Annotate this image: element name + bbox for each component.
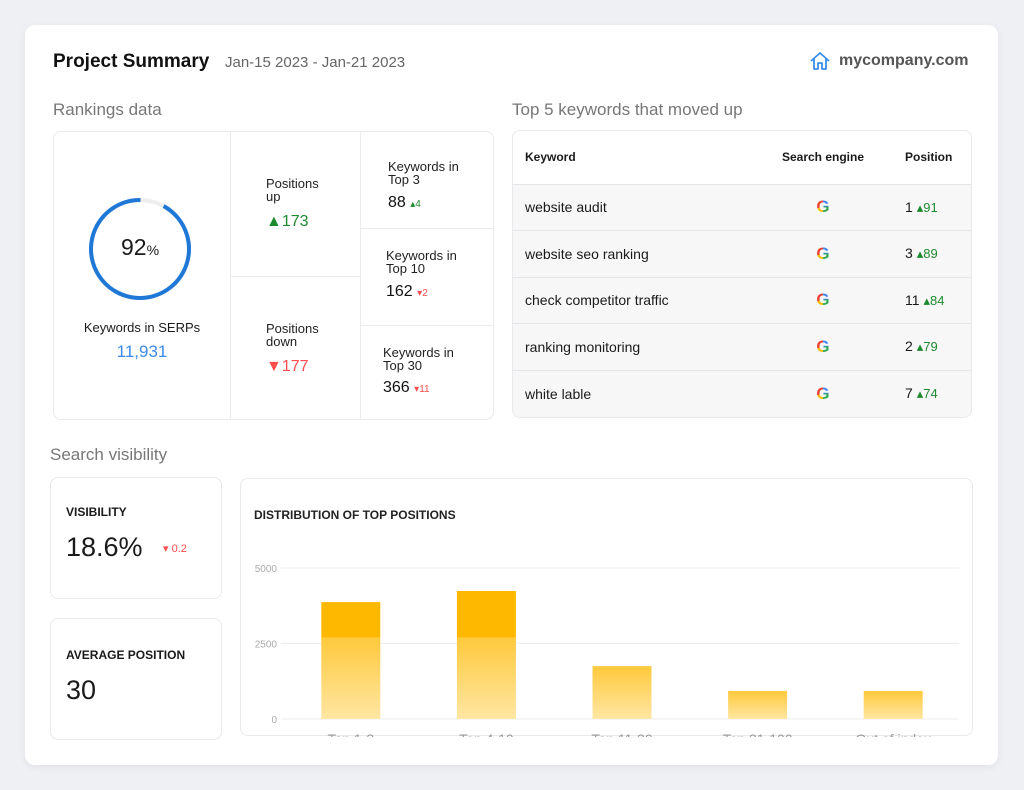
visibility-value: 18.6% bbox=[66, 532, 143, 562]
top3-label: Keywords in Top 3 bbox=[388, 159, 459, 187]
position-cell: 1 ▴91 bbox=[893, 184, 971, 231]
date-range: Jan-15 2023 - Jan-21 2023 bbox=[225, 54, 406, 71]
keyword-cell: ranking monitoring bbox=[513, 323, 753, 371]
chart-title: DISTRIBUTION OF TOP POSITIONS bbox=[254, 508, 456, 522]
google-icon: G bbox=[816, 383, 830, 403]
bar-highlight bbox=[456, 590, 516, 638]
engine-cell: G bbox=[753, 323, 893, 371]
site-link[interactable]: mycompany.com bbox=[809, 51, 969, 71]
y-tick-label: 5000 bbox=[255, 564, 278, 575]
table-row[interactable]: check competitor traffic G 11 ▴84 bbox=[513, 277, 971, 324]
x-tick-label: Top 31-100 bbox=[723, 731, 793, 737]
bar-chart: 0 2500 5000 Top 1-3 Top 4-10 Top 11-30 Top 31-… bbox=[255, 564, 959, 737]
x-tick-label: Top 1-3 bbox=[327, 731, 374, 737]
bar-base bbox=[728, 690, 788, 719]
positions-down-label: Positions down bbox=[266, 321, 319, 349]
x-tick-label: Top 4-10 bbox=[459, 731, 514, 737]
project-summary-card: Project Summary Jan-15 2023 - Jan-21 202… bbox=[25, 25, 998, 765]
visibility-label: VISIBILITY bbox=[66, 505, 127, 519]
bar-base bbox=[863, 690, 923, 719]
position-cell: 2 ▴79 bbox=[893, 323, 971, 371]
google-icon: G bbox=[816, 336, 830, 356]
top30-label: Keywords in Top 30 bbox=[383, 345, 454, 373]
average-position-label: AVERAGE POSITION bbox=[66, 648, 186, 662]
x-tick-label: Top 11-30 bbox=[591, 731, 652, 737]
table-row[interactable]: white lable G 7 ▴74 bbox=[513, 370, 971, 417]
col-position: Position bbox=[893, 131, 971, 185]
serps-value: 11,931 bbox=[116, 342, 168, 361]
percent-sign: % bbox=[146, 242, 160, 258]
average-position-value: 30 bbox=[66, 675, 97, 705]
table-row[interactable]: website audit G 1 ▴91 bbox=[513, 184, 971, 231]
position-cell: 7 ▴74 bbox=[893, 370, 971, 417]
positions-up-label: Positions up bbox=[266, 176, 319, 204]
google-icon: G bbox=[816, 243, 830, 263]
y-tick-label: 0 bbox=[271, 715, 277, 726]
y-tick-label: 2500 bbox=[255, 640, 278, 651]
google-icon: G bbox=[816, 290, 830, 310]
serps-label: Keywords in SERPs bbox=[83, 320, 201, 335]
visibility-card: VISIBILITY 18.6% ▾ 0.2 bbox=[50, 477, 222, 599]
keyword-cell: website audit bbox=[513, 184, 753, 231]
rankings-section-title: Rankings data bbox=[53, 100, 162, 119]
average-position-card: AVERAGE POSITION 30 bbox=[50, 618, 222, 740]
positions-up-value: ▲173 bbox=[266, 213, 309, 230]
keyword-cell: white lable bbox=[513, 370, 753, 417]
engine-cell: G bbox=[753, 230, 893, 278]
bar-highlight bbox=[321, 602, 381, 638]
serps-percent: 92 bbox=[120, 234, 147, 260]
visibility-delta: ▾ 0.2 bbox=[163, 543, 187, 555]
positions-down-value: ▼177 bbox=[266, 358, 309, 375]
bar-base bbox=[592, 666, 652, 719]
google-icon: G bbox=[816, 197, 830, 217]
visibility-section-title: Search visibility bbox=[50, 445, 168, 464]
serps-progress-ring bbox=[89, 197, 191, 300]
x-tick-label: Out of index bbox=[855, 731, 931, 737]
bar-base bbox=[321, 637, 381, 719]
home-icon bbox=[810, 52, 830, 70]
top3-value: 88 ▴4 bbox=[388, 194, 421, 211]
distribution-chart-card: DISTRIBUTION OF TOP POSITIONS 0 2500 5000 T… bbox=[240, 478, 973, 737]
top10-label: Keywords in Top 10 bbox=[386, 248, 457, 276]
position-cell: 3 ▴89 bbox=[893, 230, 971, 278]
top10-value: 162 ▾2 bbox=[386, 283, 428, 300]
engine-cell: G bbox=[753, 184, 893, 231]
bar-base bbox=[456, 637, 516, 719]
keyword-cell: check competitor traffic bbox=[513, 277, 753, 324]
table-row[interactable]: ranking monitoring G 2 ▴79 bbox=[513, 323, 971, 371]
table-row[interactable]: website seo ranking G 3 ▴89 bbox=[513, 230, 971, 278]
keywords-table: Keyword Search engine Position website a… bbox=[512, 130, 972, 418]
engine-cell: G bbox=[753, 370, 893, 417]
position-cell: 11 ▴84 bbox=[893, 277, 971, 324]
col-engine: Search engine bbox=[753, 131, 893, 185]
rankings-panel: 92% Keywords in SERPs 11,931 Positions u… bbox=[53, 131, 494, 420]
engine-cell: G bbox=[753, 277, 893, 324]
page-title: Project Summary bbox=[53, 51, 210, 72]
col-keyword: Keyword bbox=[513, 131, 753, 185]
keywords-section-title: Top 5 keywords that moved up bbox=[512, 100, 743, 119]
top30-value: 366 ▾11 bbox=[383, 379, 430, 396]
site-name: mycompany.com bbox=[839, 52, 969, 69]
keyword-cell: website seo ranking bbox=[513, 230, 753, 278]
